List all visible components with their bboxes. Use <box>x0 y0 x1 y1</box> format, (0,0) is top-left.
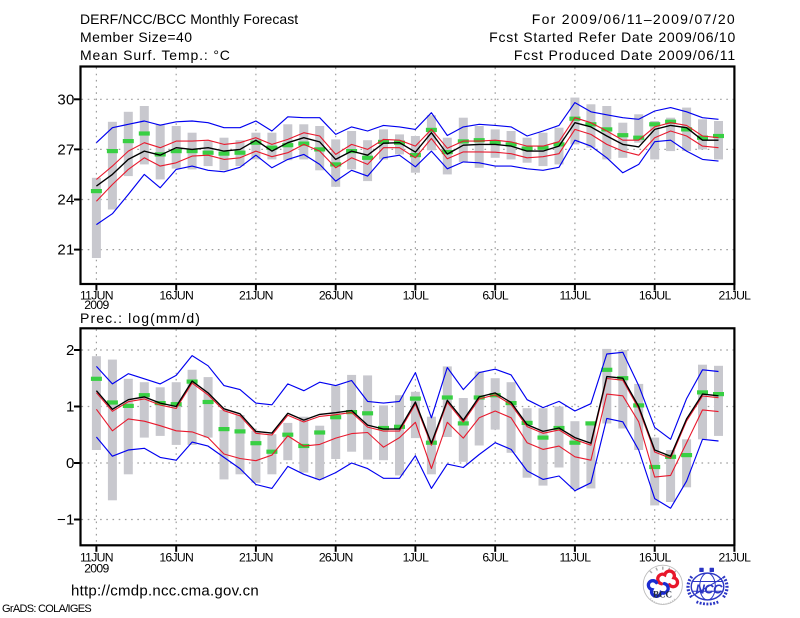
svg-text:Member Size=40: Member Size=40 <box>80 29 193 45</box>
svg-text:Mean Surf. Temp.: °C: Mean Surf. Temp.: °C <box>80 47 231 63</box>
svg-text:GrADS: COLA/IGES: GrADS: COLA/IGES <box>2 603 91 615</box>
svg-text:16JUN: 16JUN <box>159 551 193 565</box>
svg-text:26JUN: 26JUN <box>319 289 353 303</box>
svg-text:−1: −1 <box>57 512 75 529</box>
svg-text:21JUN: 21JUN <box>239 551 273 565</box>
svg-text:21JUN: 21JUN <box>239 289 273 303</box>
svg-text:2009: 2009 <box>84 562 109 576</box>
svg-text:11JUL: 11JUL <box>559 289 591 303</box>
svg-text:11JUL: 11JUL <box>559 551 591 565</box>
svg-text:1JUL: 1JUL <box>403 551 430 565</box>
svg-text:21: 21 <box>57 242 74 259</box>
svg-text:21JUL: 21JUL <box>719 551 752 565</box>
svg-text:1JUL: 1JUL <box>403 289 430 303</box>
svg-text:Fcst Produced Date 2009/06/11: Fcst Produced Date 2009/06/11 <box>514 47 736 63</box>
svg-text:NCC: NCC <box>696 582 724 597</box>
svg-text:30: 30 <box>57 91 74 108</box>
svg-text:27: 27 <box>57 141 74 158</box>
svg-text:1: 1 <box>66 399 75 416</box>
svg-text:2009: 2009 <box>84 298 109 312</box>
svg-text:6JUL: 6JUL <box>482 289 509 303</box>
svg-text:16JUL: 16JUL <box>639 551 672 565</box>
svg-text:24: 24 <box>57 192 74 209</box>
svg-text:16JUL: 16JUL <box>639 289 672 303</box>
svg-text:26JUN: 26JUN <box>319 551 353 565</box>
svg-text:Fcst Started Refer Date 2009/0: Fcst Started Refer Date 2009/06/10 <box>489 29 736 45</box>
svg-text:For 2009/06/11–2009/07/20: For 2009/06/11–2009/07/20 <box>532 11 736 27</box>
svg-text:21JUL: 21JUL <box>719 289 752 303</box>
svg-text:http://cmdp.ncc.cma.gov.cn: http://cmdp.ncc.cma.gov.cn <box>71 583 259 600</box>
svg-text:16JUN: 16JUN <box>159 289 193 303</box>
svg-text:0: 0 <box>66 455 75 472</box>
svg-text:Prec.: log(mm/d): Prec.: log(mm/d) <box>80 310 201 326</box>
svg-text:DERF/NCC/BCC Monthly Forecast: DERF/NCC/BCC Monthly Forecast <box>80 11 298 27</box>
svg-text:11JUN: 11JUN <box>80 551 113 565</box>
svg-text:2: 2 <box>66 342 75 359</box>
svg-text:11JUN: 11JUN <box>80 289 113 303</box>
svg-text:BCC: BCC <box>653 590 672 600</box>
svg-text:6JUL: 6JUL <box>482 551 509 565</box>
